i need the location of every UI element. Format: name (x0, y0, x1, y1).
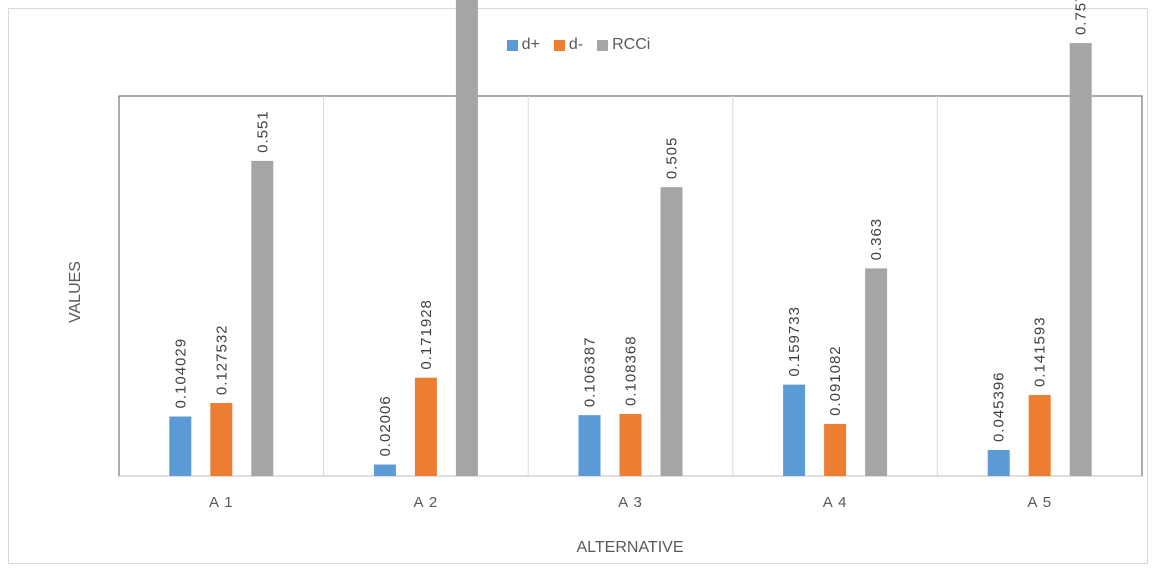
legend-label-dplus: d+ (521, 36, 540, 53)
bar-RCCi (455, 0, 478, 476)
data-label: 0.045396 (991, 371, 1008, 442)
y-axis-title: VALUES (67, 261, 84, 323)
x-tick-label: A 2 (414, 494, 439, 511)
legend-label-rcci: RCCi (612, 36, 651, 53)
data-label: 0.104029 (172, 338, 189, 409)
data-label: 0.02006 (377, 395, 394, 456)
chart-area (8, 8, 1148, 564)
bar-d- (1028, 395, 1051, 476)
bar-d- (824, 423, 847, 476)
bar-d+ (987, 450, 1010, 476)
data-label: 0.505 (664, 137, 681, 180)
legend-label-dminus: d- (568, 36, 584, 53)
legend: d+ d- RCCi (0, 36, 1157, 54)
legend-item-rcci: RCCi (597, 36, 650, 54)
data-label: 0.551 (254, 110, 271, 153)
x-tick-label: A 3 (618, 494, 643, 511)
bar-RCCi (251, 160, 274, 476)
bar-d+ (578, 415, 601, 476)
data-label: 0.127532 (213, 324, 230, 395)
data-label: 0.363 (868, 218, 885, 261)
bar-d+ (373, 464, 396, 476)
bar-d- (414, 377, 437, 476)
bar-d- (210, 403, 233, 476)
legend-item-dminus: d- (553, 36, 584, 54)
bar-d- (619, 414, 642, 476)
data-label: 0.141593 (1032, 316, 1049, 387)
bar-RCCi (865, 268, 888, 476)
bar-d+ (169, 416, 192, 476)
bar-d+ (783, 384, 806, 476)
legend-swatch-dplus (506, 39, 518, 51)
data-label: 0.757 (1073, 0, 1090, 35)
data-label: 0.091082 (827, 345, 844, 416)
legend-swatch-rcci (597, 39, 609, 51)
bar-RCCi (1069, 43, 1092, 476)
x-tick-label: A 1 (209, 494, 234, 511)
legend-swatch-dminus (553, 39, 565, 51)
data-label: 0.159733 (786, 306, 803, 377)
data-label: 0.106387 (582, 337, 599, 408)
data-label: 0.108368 (623, 335, 640, 406)
x-tick-label: A 5 (1027, 494, 1052, 511)
data-label: 0.171928 (418, 299, 435, 370)
legend-item-dplus: d+ (506, 36, 540, 54)
bar-RCCi (660, 187, 683, 476)
x-axis-title: ALTERNATIVE (577, 539, 684, 556)
x-tick-label: A 4 (823, 494, 848, 511)
